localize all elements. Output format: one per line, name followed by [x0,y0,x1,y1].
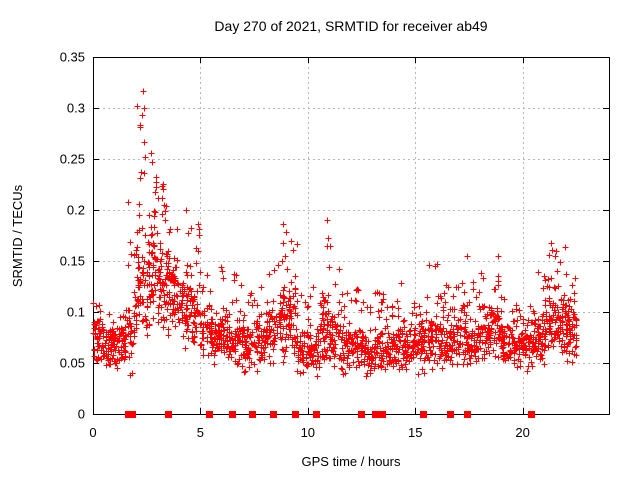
y-tick-label: 0.35 [60,50,85,65]
chart-title: Day 270 of 2021, SRMTID for receiver ab4… [214,18,487,34]
y-tick-label: 0.2 [67,203,85,218]
y-tick-label: 0.15 [60,254,85,269]
baseline-square-marker [313,411,320,418]
baseline-square-marker [165,411,172,418]
baseline-square-marker [379,411,386,418]
x-tick-label: 15 [408,425,422,440]
x-tick-label: 20 [515,425,529,440]
y-axis-label: SRMTID / TECUs [10,184,25,287]
x-tick-label: 10 [301,425,315,440]
y-tick-label: 0.3 [67,101,85,116]
scatter-plus-markers [90,88,580,380]
baseline-square-marker [358,411,365,418]
baseline-square-marker [447,411,454,418]
y-tick-label: 0.25 [60,152,85,167]
baseline-square-marker [372,411,379,418]
scatter-series [90,88,580,380]
baseline-square-marker [270,411,277,418]
y-tick-label: 0.05 [60,356,85,371]
plot-border [93,57,610,415]
x-axis-label: GPS time / hours [302,454,401,469]
tick-labels: 0 5 10 15 20 0 0.05 0.1 0.15 0.2 0.25 0.3 0.35 [60,50,530,441]
baseline-square-marker [129,411,136,418]
baseline-square-marker [528,411,535,418]
baseline-square-marker [292,411,299,418]
baseline-event-markers [125,411,535,418]
x-tick-label: 0 [89,425,96,440]
y-tick-label: 0 [78,407,85,422]
baseline-square-marker [206,411,213,418]
baseline-square-marker [420,411,427,418]
baseline-square-marker [229,411,236,418]
baseline-square-marker [125,411,132,418]
baseline-square-marker [464,411,471,418]
baseline-square-marker [249,411,256,418]
axes-and-ticks [93,57,610,415]
y-tick-label: 0.1 [67,305,85,320]
x-tick-label: 5 [197,425,204,440]
